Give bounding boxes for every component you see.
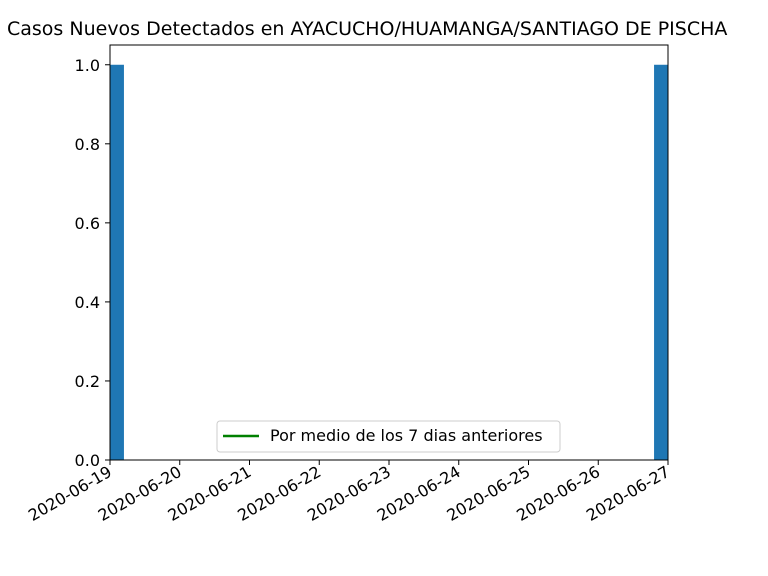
legend-label: Por medio de los 7 dias anteriores xyxy=(270,426,543,445)
y-axis: 0.0 0.2 0.4 0.6 0.8 1.0 xyxy=(75,56,110,470)
x-axis: 2020-06-192020-06-202020-06-212020-06-22… xyxy=(25,460,673,525)
bar-2020-06-19 xyxy=(110,64,124,460)
legend: Por medio de los 7 dias anteriores xyxy=(216,420,561,453)
plot-frame xyxy=(109,44,669,461)
legend-box xyxy=(216,420,561,453)
y-tick-label: 0.4 xyxy=(75,293,100,312)
y-tick-label: 1.0 xyxy=(75,56,100,75)
y-tick-label: 0.0 xyxy=(75,451,100,470)
y-tick-label: 0.2 xyxy=(75,372,100,391)
bar-2020-06-27 xyxy=(654,64,668,460)
bars-group xyxy=(110,64,668,460)
y-tick-label: 0.6 xyxy=(75,214,100,233)
y-tick-label: 0.8 xyxy=(75,135,100,154)
chart-title: Casos Nuevos Detectados en AYACUCHO/HUAM… xyxy=(7,18,727,40)
